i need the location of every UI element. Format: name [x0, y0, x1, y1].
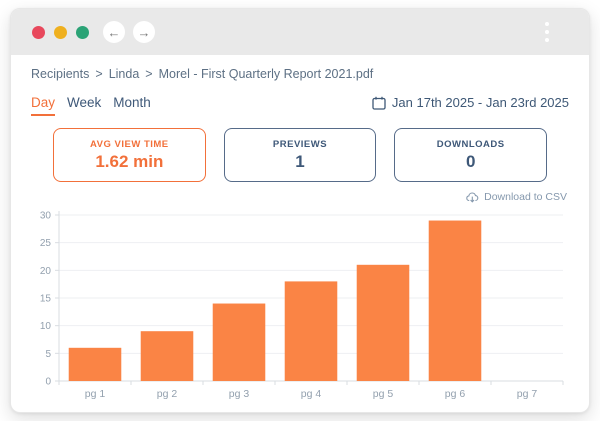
svg-text:pg 1: pg 1: [85, 388, 106, 400]
calendar-icon: [372, 96, 386, 110]
date-range-picker[interactable]: Jan 17th 2025 - Jan 23rd 2025: [372, 95, 569, 110]
svg-text:10: 10: [40, 321, 52, 332]
breadcrumb-separator: >: [95, 67, 103, 81]
svg-text:5: 5: [45, 349, 51, 360]
stat-label: DOWNLOADS: [436, 138, 505, 150]
browser-window: ← → Recipients > Linda > Morel - First Q…: [10, 8, 590, 413]
kebab-menu-icon[interactable]: [545, 22, 549, 42]
breadcrumb-current-file: Morel - First Quarterly Report 2021.pdf: [158, 67, 374, 81]
svg-text:30: 30: [40, 211, 52, 222]
svg-text:pg 6: pg 6: [445, 388, 466, 400]
download-csv-label: Download to CSV: [484, 191, 567, 203]
svg-text:0: 0: [45, 377, 51, 388]
forward-button[interactable]: →: [133, 21, 155, 43]
period-tabs: Day Week Month: [31, 95, 151, 116]
bar-pg-1: [68, 347, 122, 381]
browser-nav-buttons: ← →: [103, 21, 155, 43]
stat-label: AVG VIEW TIME: [90, 138, 169, 150]
bar-pg-6: [428, 220, 482, 381]
bar-pg-5: [356, 264, 410, 381]
breadcrumb-recipients[interactable]: Recipients: [31, 67, 90, 81]
minimize-window-icon[interactable]: [54, 25, 67, 39]
svg-text:pg 4: pg 4: [301, 388, 322, 400]
back-button[interactable]: ←: [103, 21, 125, 43]
date-range-label: Jan 17th 2025 - Jan 23rd 2025: [391, 95, 569, 110]
stat-card-previews: PREVIEWS 1: [223, 128, 377, 182]
page-content: Recipients > Linda > Morel - First Quart…: [11, 67, 589, 405]
browser-titlebar: ← →: [11, 9, 589, 55]
maximize-window-icon[interactable]: [76, 25, 89, 39]
breadcrumb-separator: >: [145, 67, 153, 81]
stat-card-avg-view-time: AVG VIEW TIME 1.62 min: [53, 128, 206, 182]
cloud-download-icon: [466, 191, 479, 203]
svg-text:pg 5: pg 5: [373, 388, 394, 400]
traffic-lights: [32, 25, 89, 39]
forward-arrow-icon: →: [137, 24, 151, 40]
svg-text:pg 2: pg 2: [157, 388, 178, 400]
close-window-icon[interactable]: [32, 25, 45, 39]
svg-text:pg 3: pg 3: [229, 388, 250, 400]
svg-text:25: 25: [40, 238, 52, 249]
toolbar-row: Day Week Month Jan 17th 2025 - Jan 23rd …: [31, 95, 569, 116]
stat-value: 1: [295, 151, 305, 171]
stats-cards: AVG VIEW TIME 1.62 min PREVIEWS 1 DOWNLO…: [31, 128, 569, 182]
bar-pg-2: [140, 331, 194, 381]
stat-value: 0: [465, 151, 476, 171]
tab-week[interactable]: Week: [67, 95, 102, 110]
stat-label: PREVIEWS: [272, 138, 328, 150]
svg-text:15: 15: [40, 294, 52, 305]
breadcrumb-linda[interactable]: Linda: [108, 67, 140, 81]
svg-text:pg 7: pg 7: [517, 388, 538, 400]
bar-pg-3: [212, 303, 266, 381]
stat-value: 1.62 min: [95, 151, 164, 171]
svg-text:20: 20: [40, 266, 52, 277]
bar-pg-4: [284, 281, 338, 381]
stat-card-downloads: DOWNLOADS 0: [394, 128, 548, 182]
tab-month[interactable]: Month: [113, 95, 151, 110]
tab-day[interactable]: Day: [31, 95, 56, 116]
breadcrumb: Recipients > Linda > Morel - First Quart…: [31, 67, 569, 81]
download-csv-link[interactable]: Download to CSV: [31, 191, 569, 203]
page-views-bar-chart: 0 5 10 15 20 25 30 pg 1 pg 2 pg 3 pg 4 pg 5 pg 6 pg 7: [40, 211, 564, 400]
back-arrow-icon: ←: [107, 24, 121, 40]
